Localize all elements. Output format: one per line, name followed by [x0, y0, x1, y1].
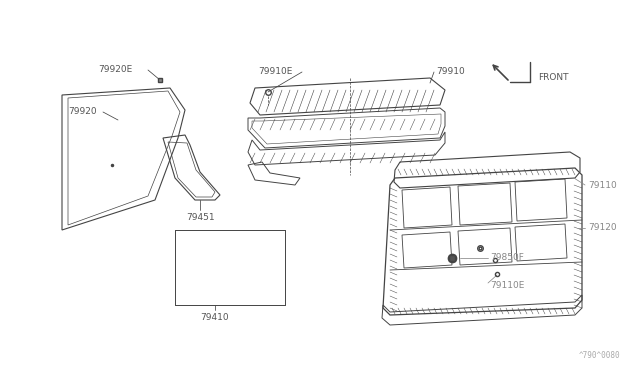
- Text: 79920E: 79920E: [98, 65, 132, 74]
- Text: 79410: 79410: [200, 314, 228, 323]
- Text: 79910E: 79910E: [258, 67, 292, 77]
- Text: 79110: 79110: [588, 180, 617, 189]
- Text: ^790^0080: ^790^0080: [579, 351, 620, 360]
- Text: 79850F: 79850F: [490, 253, 524, 263]
- Text: FRONT: FRONT: [538, 74, 568, 83]
- Text: 79110E: 79110E: [490, 280, 524, 289]
- Text: 79451: 79451: [186, 214, 214, 222]
- Text: 79120: 79120: [588, 224, 616, 232]
- Text: 79920: 79920: [68, 108, 97, 116]
- Text: 79910: 79910: [436, 67, 465, 77]
